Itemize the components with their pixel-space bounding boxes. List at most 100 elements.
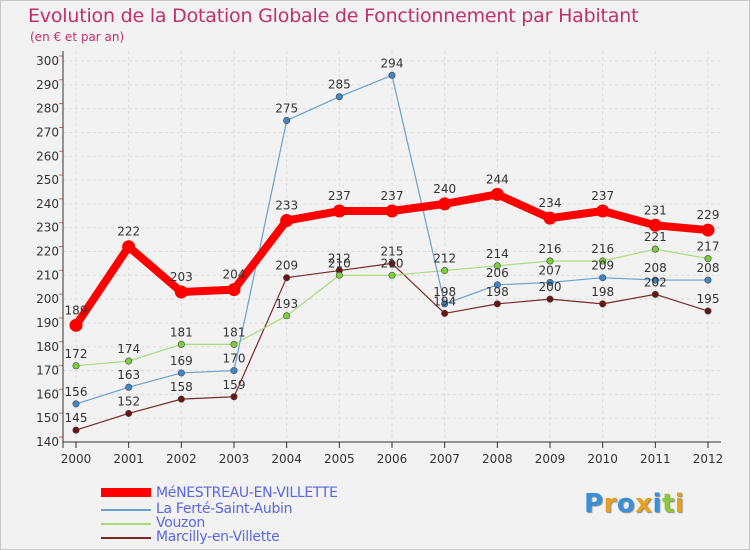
data-label: 231 [644,203,667,217]
data-label: 208 [644,261,667,275]
y-tick-label: 290 [36,78,59,92]
data-label: 285 [328,78,351,92]
data-point [599,257,607,265]
data-label: 237 [591,189,614,203]
data-label: 170 [223,352,246,366]
proxiti-logo: Proxiti [584,489,684,519]
y-tick-label: 170 [36,364,59,378]
data-point [493,281,501,289]
data-label: 210 [381,256,404,270]
y-tick-label: 200 [36,292,59,306]
x-tick-label: 2004 [271,452,302,466]
data-point [651,245,659,253]
data-label: 189 [65,303,88,317]
y-tick-label: 250 [36,173,59,187]
data-point [543,211,557,225]
y-tick-label: 280 [36,102,59,116]
data-label: 212 [433,252,456,266]
data-label: 215 [381,244,404,258]
data-label: 217 [697,240,720,254]
data-label: 212 [328,252,351,266]
data-point [177,340,185,348]
data-label: 222 [117,225,140,239]
data-point [125,409,133,417]
data-point [125,383,133,391]
data-label: 210 [328,256,351,270]
data-point [441,300,449,308]
x-tick-label: 2002 [166,452,197,466]
data-label: 209 [591,259,614,273]
data-point [441,267,449,275]
data-point [283,274,291,282]
data-point [72,426,80,434]
data-point [177,395,185,403]
data-label: 244 [486,172,509,186]
logo-letter: x [635,489,653,519]
legend-label: La Ferté-Saint-Aubin [156,501,293,517]
data-label: 145 [65,411,88,425]
data-point [493,262,501,270]
logo-letter: t [661,489,675,519]
legend-swatch [101,537,151,539]
y-tick-label: 140 [36,435,59,449]
data-point [651,276,659,284]
data-point [122,240,136,254]
data-point [72,362,80,370]
data-point [177,369,185,377]
x-tick-label: 2012 [693,452,724,466]
data-label: 216 [591,242,614,256]
data-point [388,259,396,267]
x-tick-label: 2006 [377,452,408,466]
data-label: 181 [223,325,246,339]
data-label: 159 [223,378,246,392]
data-label: 152 [117,394,140,408]
x-tick-label: 2008 [482,452,513,466]
legend-label: Vouzon [156,515,205,531]
chart-subtitle: (en € et par an) [30,30,125,44]
data-point [546,295,554,303]
data-point [72,400,80,408]
y-tick-label: 260 [36,149,59,163]
data-point [230,393,238,401]
logo-letter: r [603,489,617,519]
data-label: 214 [486,247,509,261]
data-point [388,271,396,279]
data-label: 158 [170,380,193,394]
x-tick-label: 2007 [429,452,460,466]
data-point [280,214,294,228]
data-label: 237 [381,189,404,203]
x-tick-label: 2011 [640,452,671,466]
data-label: 172 [65,347,88,361]
data-point [332,204,346,218]
data-label: 200 [539,280,562,294]
data-label: 174 [117,342,140,356]
data-label: 156 [65,385,88,399]
data-label: 216 [539,242,562,256]
data-label: 207 [539,263,562,277]
legend-swatch [101,488,151,497]
data-point [335,271,343,279]
data-point [490,187,504,201]
data-point [704,276,712,284]
data-point [704,255,712,263]
logo-letter: P [584,489,604,519]
data-point [388,71,396,79]
data-label: 181 [170,325,193,339]
data-point [704,307,712,315]
data-point [227,283,241,297]
data-label: 203 [170,270,193,284]
data-point [651,290,659,298]
data-label: 209 [275,259,298,273]
data-label: 294 [381,56,404,70]
data-label: 206 [486,266,509,280]
data-point [648,218,662,232]
data-label: 198 [486,285,509,299]
data-label: 163 [117,368,140,382]
data-label: 221 [644,230,667,244]
y-tick-label: 300 [36,54,59,68]
data-point [441,309,449,317]
data-point [493,300,501,308]
legend-swatch [101,509,151,511]
data-point [230,340,238,348]
